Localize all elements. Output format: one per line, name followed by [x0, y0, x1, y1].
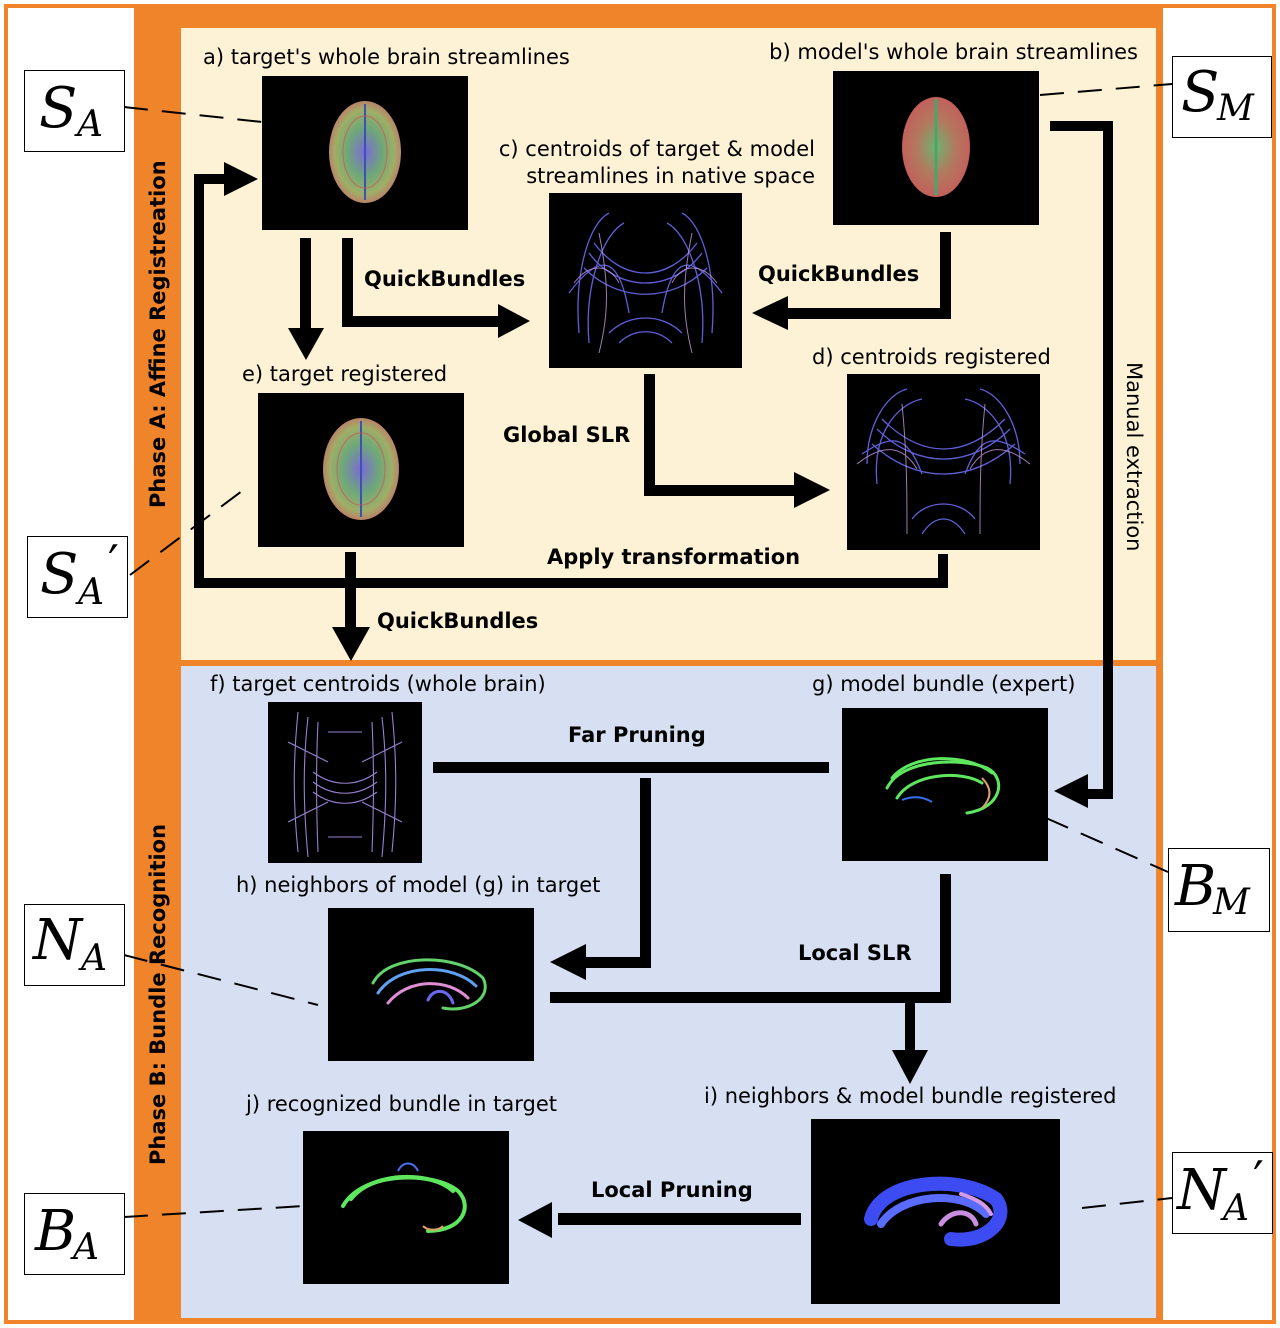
connector-b-to-c-horizontal	[788, 308, 951, 319]
leader-sa	[123, 106, 263, 123]
symbol-s-a-prime-sub: A	[78, 572, 104, 613]
arrowhead-j	[518, 1202, 552, 1238]
symbol-b-m-sub: M	[1213, 882, 1250, 923]
image-neighbors-model-registered	[811, 1119, 1060, 1304]
connector-a-to-c-horizontal	[342, 316, 500, 327]
label-manual-extraction: Manual extraction	[1122, 362, 1146, 552]
leader-ba	[123, 1205, 305, 1218]
arrowhead-g	[1054, 774, 1088, 808]
connector-c-to-d-vertical	[644, 374, 655, 496]
arrowhead-f	[332, 627, 370, 661]
connector-far-pruning	[433, 762, 829, 773]
connector-h-to-i	[550, 992, 951, 1003]
connector-far-down	[640, 778, 651, 968]
image-target-whole-brain	[262, 76, 468, 230]
symbol-b-a-sub: A	[73, 1227, 99, 1268]
arrowhead-c-right	[752, 296, 788, 330]
caption-b: b) model's whole brain streamlines	[769, 40, 1138, 64]
symbol-s-m-sub: M	[1217, 88, 1254, 129]
symbol-s-a-main: S	[39, 76, 78, 141]
connector-apply-vertical	[194, 174, 204, 588]
connector-g-down	[940, 874, 951, 1002]
symbol-b-m-main: B	[1175, 854, 1217, 919]
label-quickbundles-model: QuickBundles	[758, 262, 920, 286]
image-model-bundle	[842, 708, 1048, 861]
symbol-s-a-prime: S A ′	[27, 536, 128, 618]
image-target-centroids	[268, 702, 422, 863]
symbol-n-a-main: N	[33, 908, 82, 973]
connector-manual-bottom	[1088, 789, 1113, 799]
symbol-s-m: S M	[1172, 56, 1272, 138]
caption-g: g) model bundle (expert)	[812, 672, 1076, 696]
symbol-b-a-main: B	[35, 1199, 77, 1264]
connector-d-down	[938, 554, 948, 588]
symbol-s-a-prime-mark: ′	[108, 535, 119, 591]
arrowhead-c-left	[498, 304, 530, 338]
symbol-n-a-prime-main: N	[1177, 1158, 1226, 1223]
connector-far-to-h	[586, 957, 651, 968]
arrowhead-h	[550, 944, 586, 980]
leader-sm	[1039, 83, 1173, 96]
image-centroids-native	[549, 193, 742, 368]
caption-d: d) centroids registered	[812, 345, 1051, 369]
connector-a-to-e	[300, 238, 311, 328]
connector-c-to-d-horizontal	[644, 485, 794, 496]
leader-na-prime	[1081, 1197, 1173, 1209]
connector-a-to-c-vertical	[342, 238, 353, 326]
symbol-n-a: N A	[24, 904, 125, 986]
caption-f: f) target centroids (whole brain)	[210, 672, 546, 696]
symbol-b-a: B A	[24, 1193, 125, 1275]
image-recognized-bundle	[303, 1131, 509, 1284]
label-apply-transformation: Apply transformation	[547, 545, 801, 569]
leader-bm	[1045, 817, 1169, 873]
symbol-b-m: B M	[1168, 848, 1270, 932]
symbol-n-a-prime-sub: A	[1223, 1188, 1249, 1229]
caption-a: a) target's whole brain streamlines	[203, 45, 570, 69]
symbol-s-m-main: S	[1181, 60, 1220, 125]
leader-na	[123, 954, 319, 1006]
arrowhead-i	[892, 1050, 928, 1084]
connector-manual-vertical	[1103, 121, 1113, 799]
caption-c-line2: streamlines in native space	[526, 164, 815, 188]
arrowhead-a	[224, 162, 258, 196]
caption-c-line1: c) centroids of target & model	[498, 137, 815, 161]
caption-i: i) neighbors & model bundle registered	[704, 1084, 1117, 1108]
symbol-n-a-prime: N A ′	[1172, 1152, 1273, 1234]
label-far-pruning: Far Pruning	[568, 723, 706, 747]
image-target-registered	[258, 393, 464, 547]
symbol-n-a-prime-mark: ′	[1253, 1151, 1264, 1207]
connector-apply-horizontal	[194, 578, 948, 588]
connector-b-to-c-vertical	[940, 232, 951, 318]
image-centroids-registered	[847, 374, 1040, 550]
leader-sa-prime	[129, 487, 247, 576]
arrowhead-e	[288, 328, 324, 360]
label-quickbundles-registered: QuickBundles	[377, 609, 539, 633]
connector-manual-top	[1050, 121, 1113, 131]
symbol-s-a-sub: A	[77, 104, 103, 145]
caption-h: h) neighbors of model (g) in target	[236, 873, 601, 897]
arrowhead-d	[794, 472, 830, 508]
connector-to-i-down	[905, 1002, 915, 1052]
caption-j: j) recognized bundle in target	[246, 1092, 557, 1116]
image-neighbors	[328, 908, 534, 1061]
connector-apply-to-a	[194, 174, 224, 184]
symbol-s-a-prime-main: S	[40, 542, 79, 607]
symbol-n-a-sub: A	[81, 938, 107, 979]
connector-e-to-f	[345, 552, 356, 627]
outer-frame	[4, 4, 1276, 1324]
connector-local-pruning	[558, 1213, 801, 1225]
caption-e: e) target registered	[242, 362, 448, 386]
image-model-whole-brain	[833, 71, 1039, 225]
label-local-slr: Local SLR	[798, 941, 912, 965]
symbol-s-a: S A	[24, 70, 125, 152]
label-local-pruning: Local Pruning	[591, 1178, 753, 1202]
label-global-slr: Global SLR	[503, 423, 631, 447]
label-quickbundles-target: QuickBundles	[364, 267, 526, 291]
